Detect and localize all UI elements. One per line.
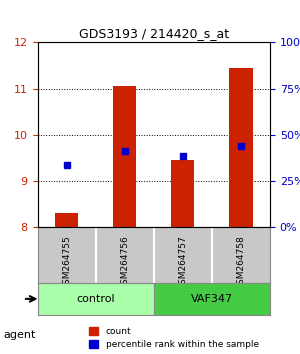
Text: agent: agent (3, 330, 35, 339)
Bar (171, 160, 194, 227)
Bar (229, 68, 253, 227)
Text: control: control (76, 294, 115, 304)
Text: GSM264756: GSM264756 (120, 236, 129, 290)
FancyBboxPatch shape (154, 283, 270, 315)
Title: GDS3193 / 214420_s_at: GDS3193 / 214420_s_at (79, 27, 229, 40)
Bar (55, 213, 78, 227)
Text: GSM264755: GSM264755 (62, 236, 71, 290)
Text: GSM264757: GSM264757 (178, 236, 187, 290)
FancyBboxPatch shape (38, 283, 154, 315)
Text: VAF347: VAF347 (191, 294, 233, 304)
Text: GSM264758: GSM264758 (236, 236, 245, 290)
Legend: count, percentile rank within the sample: count, percentile rank within the sample (86, 323, 262, 353)
Bar (113, 86, 136, 227)
